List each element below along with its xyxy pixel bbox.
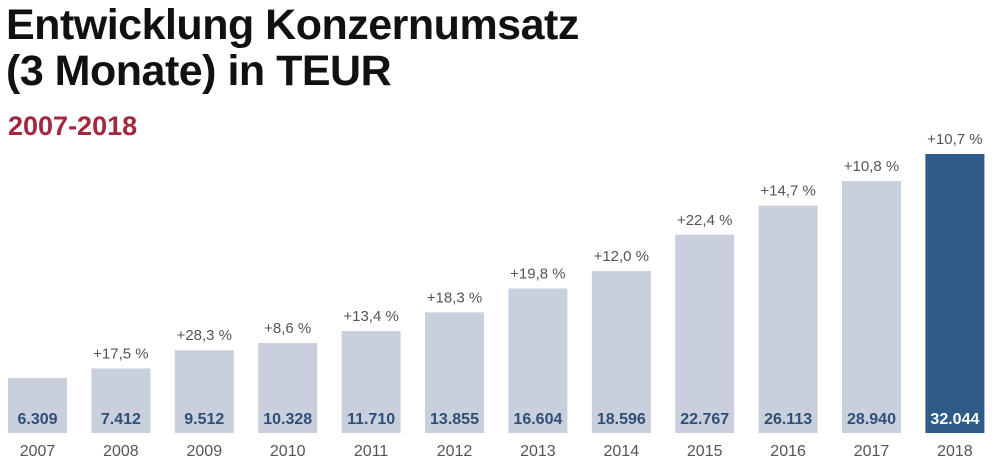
growth-label: +8,6 % <box>264 320 311 337</box>
bar-2018 <box>925 154 985 433</box>
value-label: 9.512 <box>184 411 224 428</box>
growth-label: +19,8 % <box>510 265 565 282</box>
bar-2017 <box>842 181 901 433</box>
chart-title-line-2: (3 Monate) in TEUR <box>6 47 392 95</box>
bar-2010 <box>258 343 318 433</box>
x-tick-label: 2011 <box>354 443 389 460</box>
x-tick-label: 2009 <box>187 443 223 460</box>
value-label: 10.328 <box>263 411 312 428</box>
growth-label: +28,3 % <box>177 327 232 344</box>
value-label: 13.855 <box>430 411 479 428</box>
x-tick-label: 2015 <box>687 443 723 460</box>
value-label: 7.412 <box>101 411 141 428</box>
x-tick-label: 2013 <box>520 443 556 460</box>
growth-label: +18,3 % <box>427 289 482 306</box>
value-label: 32.044 <box>930 411 979 428</box>
bar-2015 <box>675 234 735 433</box>
growth-label: +10,7 % <box>927 131 982 148</box>
x-tick-label: 2018 <box>937 443 973 460</box>
value-label: 11.710 <box>347 411 395 428</box>
growth-label: +12,0 % <box>594 248 649 265</box>
bar-2013 <box>508 288 568 433</box>
bar-2012 <box>425 312 484 433</box>
growth-label: +13,4 % <box>343 308 398 325</box>
bar-2016 <box>758 205 818 433</box>
growth-label: +22,4 % <box>677 212 732 229</box>
value-label: 26.113 <box>764 411 812 428</box>
x-tick-label: 2010 <box>270 443 306 460</box>
growth-label: +17,5 % <box>93 345 148 362</box>
x-tick-label: 2014 <box>604 443 640 460</box>
bar-2014 <box>591 271 651 433</box>
chart-title-line-1: Entwicklung Konzernumsatz <box>6 1 579 49</box>
bar-2009 <box>174 350 234 433</box>
x-tick-label: 2017 <box>854 443 890 460</box>
value-label: 6.309 <box>17 411 57 428</box>
growth-label: +10,8 % <box>844 158 899 175</box>
x-tick-label: 2008 <box>103 443 139 460</box>
x-tick-label: 2007 <box>20 443 56 460</box>
bar-2008 <box>91 368 151 433</box>
value-label: 18.596 <box>597 411 646 428</box>
x-tick-label: 2016 <box>770 443 806 460</box>
value-label: 16.604 <box>513 411 562 428</box>
chart-title: Entwicklung Konzernumsatz (3 Monate) in … <box>6 2 579 94</box>
chart-subtitle: 2007-2018 <box>8 111 138 141</box>
value-label: 28.940 <box>847 411 896 428</box>
x-tick-label: 2012 <box>437 443 473 460</box>
bar-2011 <box>341 331 401 433</box>
growth-label: +14,7 % <box>760 183 815 200</box>
bar-2007 <box>8 378 67 433</box>
value-label: 22.767 <box>680 411 729 428</box>
